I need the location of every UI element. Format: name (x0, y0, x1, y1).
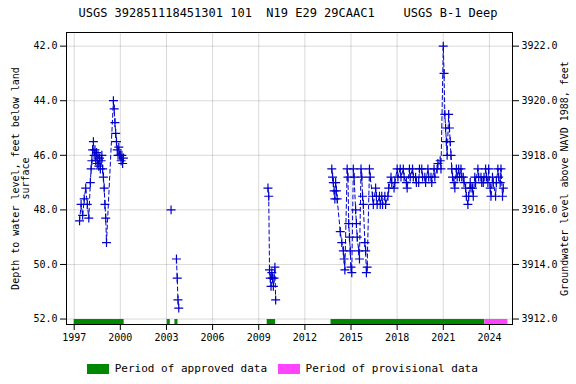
svg-text:Groundwater level above NAVD 1: Groundwater level above NAVD 1988, feet (559, 61, 570, 296)
svg-text:2015: 2015 (339, 332, 363, 343)
svg-text:2000: 2000 (108, 332, 132, 343)
svg-text:48.0: 48.0 (33, 204, 57, 215)
svg-text:2021: 2021 (431, 332, 455, 343)
html-text:USGS 392851118451301 101 N19 E: USGS 392851118451301 101 N19 E29 29CAAC1… (78, 6, 498, 20)
html-text:Period of approved data: Period of approved data (114, 362, 268, 375)
svg-text:2003: 2003 (154, 332, 178, 343)
svg-text:44.0: 44.0 (33, 95, 57, 106)
svg-text:2012: 2012 (293, 332, 317, 343)
svg-text:2009: 2009 (247, 332, 271, 343)
svg-text:3916.0: 3916.0 (522, 204, 558, 215)
svg-text:2006: 2006 (201, 332, 225, 343)
svg-text:3914.0: 3914.0 (522, 259, 558, 270)
html-text:Period of provisional data: Period of provisional data (305, 362, 478, 375)
svg-text:Depth to water level, feet bel: Depth to water level, feet below landsur… (10, 67, 31, 290)
svg-text:3918.0: 3918.0 (522, 150, 558, 161)
svg-text:50.0: 50.0 (33, 259, 57, 270)
svg-text:46.0: 46.0 (33, 150, 57, 161)
svg-text:2018: 2018 (385, 332, 409, 343)
svg-text:3912.0: 3912.0 (522, 313, 558, 324)
svg-text:52.0: 52.0 (33, 313, 57, 324)
svg-text:3922.0: 3922.0 (522, 40, 558, 51)
svg-text:1997: 1997 (62, 332, 86, 343)
svg-text:2024: 2024 (477, 332, 501, 343)
svg-text:42.0: 42.0 (33, 40, 57, 51)
svg-text:3920.0: 3920.0 (522, 95, 558, 106)
